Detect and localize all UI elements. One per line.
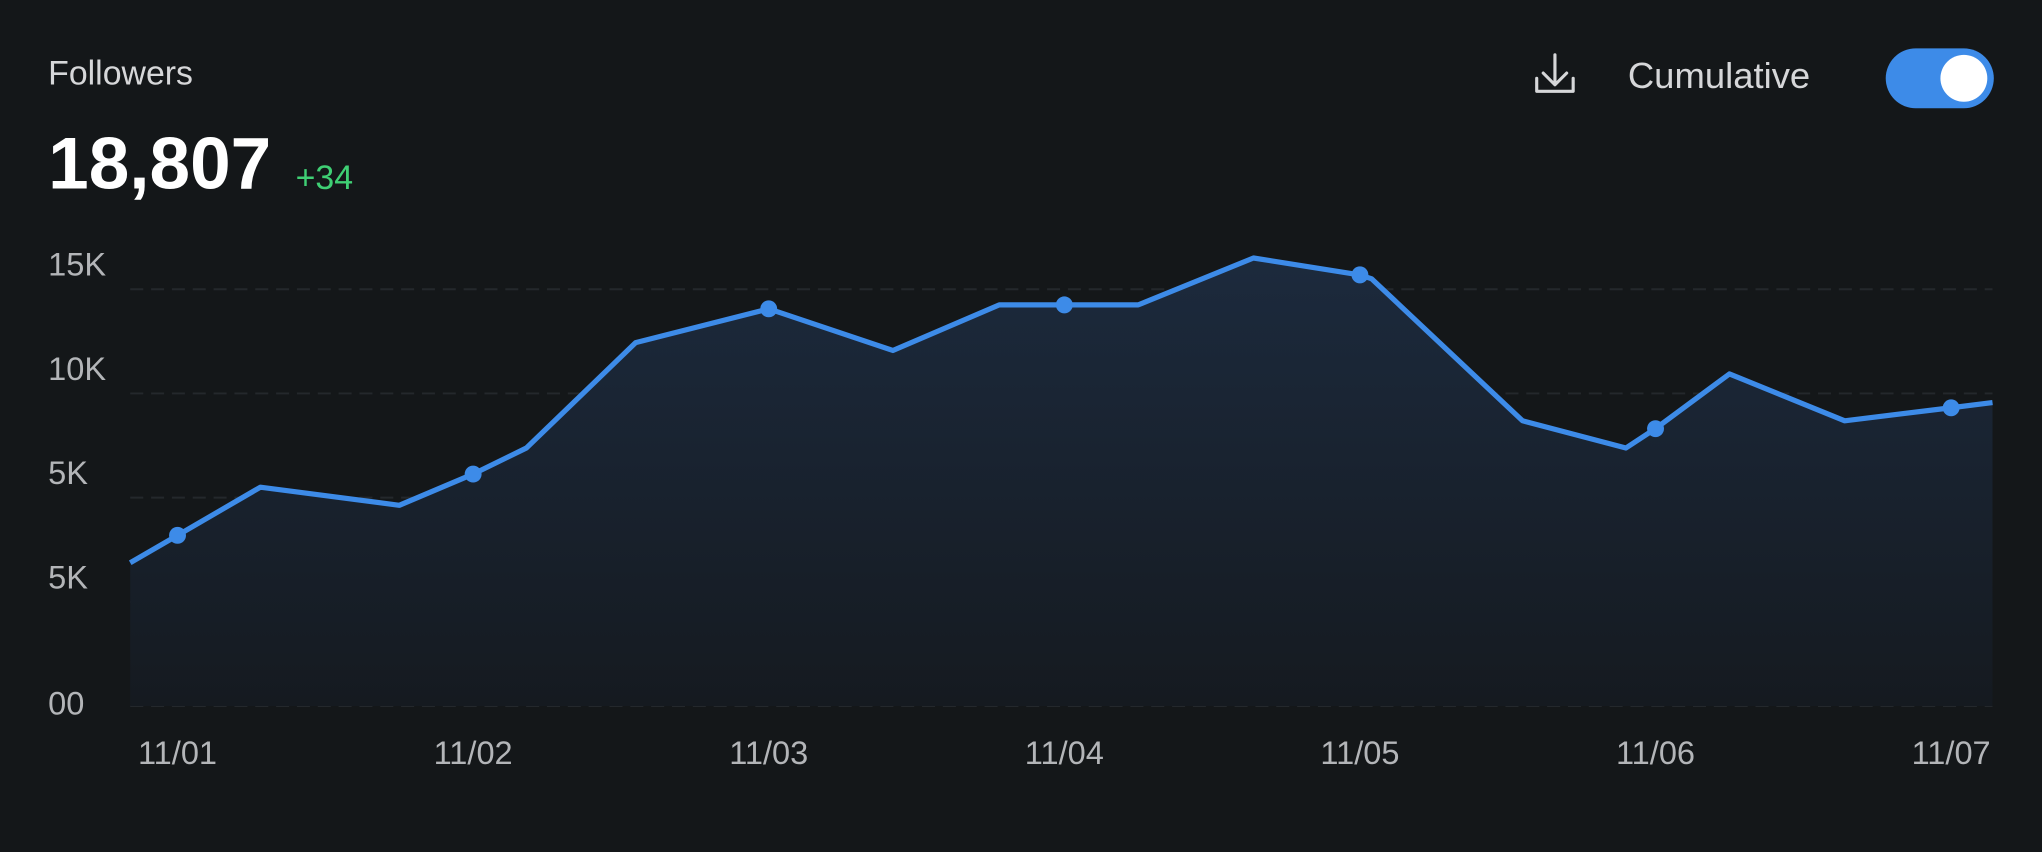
x-tick-label: 11/02 xyxy=(434,735,513,771)
y-tick-label: 15K xyxy=(48,247,106,283)
toggle-label: Cumulative xyxy=(1628,55,1810,96)
y-tick-label: 00 xyxy=(48,686,84,722)
point xyxy=(1647,420,1664,438)
x-tick-label: 11/07 xyxy=(1912,735,1991,771)
download-tray xyxy=(1535,76,1575,93)
area xyxy=(130,258,1993,706)
y-tick-label: 5K xyxy=(48,455,88,491)
metric-change: +34 xyxy=(296,159,353,197)
plot: 00 5K 5K 10K 15K 11/01 11/02 11/03 11/04 11/05 11/… xyxy=(48,247,1993,771)
download-button[interactable] xyxy=(1535,53,1575,93)
line xyxy=(128,255,1993,565)
point xyxy=(760,300,778,318)
point xyxy=(1351,266,1369,284)
x-tick-label: 11/06 xyxy=(1616,735,1695,771)
point xyxy=(169,526,186,544)
cumulative-toggle[interactable] xyxy=(1885,48,1994,109)
metric-total: 18,807 xyxy=(48,124,271,205)
point xyxy=(1055,296,1073,314)
x-tick-label: 11/03 xyxy=(729,735,808,771)
y-tick-label: 10K xyxy=(48,351,106,387)
toggle-knob xyxy=(1940,54,1988,102)
x-tick-label: 11/01 xyxy=(138,735,217,771)
download-icon xyxy=(1541,53,1569,87)
metric-title: Followers xyxy=(48,55,193,93)
point xyxy=(464,465,482,483)
x-tick-label: 11/04 xyxy=(1025,735,1104,771)
y-tick-label: 5K xyxy=(48,559,88,595)
point xyxy=(1942,399,1960,417)
x-tick-label: 11/05 xyxy=(1320,735,1399,771)
